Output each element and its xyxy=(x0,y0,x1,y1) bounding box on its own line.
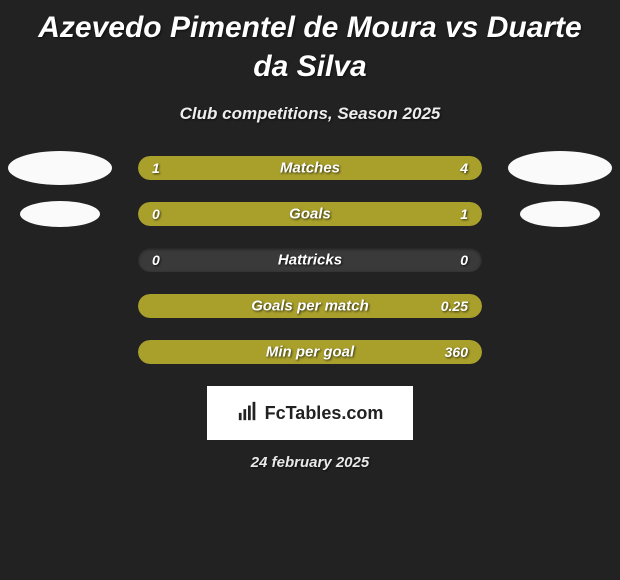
stat-row: Goals per match0.25 xyxy=(0,294,620,318)
stat-label: Matches xyxy=(138,160,482,177)
footer-date: 24 february 2025 xyxy=(0,454,620,471)
stat-value-right: 1 xyxy=(460,206,468,222)
player-avatar-left xyxy=(8,151,112,185)
stat-bar: Goals0 1 xyxy=(138,202,482,226)
stat-value-right: 4 xyxy=(460,160,468,176)
team-avatar-right xyxy=(520,201,600,227)
stat-row: Hattricks0 0 xyxy=(0,248,620,272)
stat-value-right: 360 xyxy=(445,344,468,360)
player-avatar-right xyxy=(508,151,612,185)
stat-label: Goals xyxy=(138,206,482,223)
stat-value-right: 0.25 xyxy=(441,298,468,314)
footer-logo: FcTables.com xyxy=(207,386,413,440)
stat-label: Hattricks xyxy=(138,252,482,269)
stat-row: Goals0 1 xyxy=(0,202,620,226)
stat-bar: Matches1 4 xyxy=(138,156,482,180)
subtitle: Club competitions, Season 2025 xyxy=(0,104,620,124)
stat-value-left: 1 xyxy=(152,160,160,176)
stat-value-left: 0 xyxy=(152,252,160,268)
footer-brand-text: FcTables.com xyxy=(265,403,384,424)
stat-bar: Min per goal360 xyxy=(138,340,482,364)
stat-bar: Hattricks0 0 xyxy=(138,248,482,272)
page-title: Azevedo Pimentel de Moura vs Duarte da S… xyxy=(0,0,620,86)
stat-row: Matches1 4 xyxy=(0,156,620,180)
stats-area: Matches14Goals01Hattricks00Goals per mat… xyxy=(0,156,620,364)
stat-row: Min per goal360 xyxy=(0,340,620,364)
team-avatar-left xyxy=(20,201,100,227)
stat-value-left: 0 xyxy=(152,206,160,222)
stat-label: Goals per match xyxy=(138,298,482,315)
stat-label: Min per goal xyxy=(138,344,482,361)
stat-value-right: 0 xyxy=(460,252,468,268)
stat-bar: Goals per match0.25 xyxy=(138,294,482,318)
chart-icon xyxy=(237,400,259,427)
